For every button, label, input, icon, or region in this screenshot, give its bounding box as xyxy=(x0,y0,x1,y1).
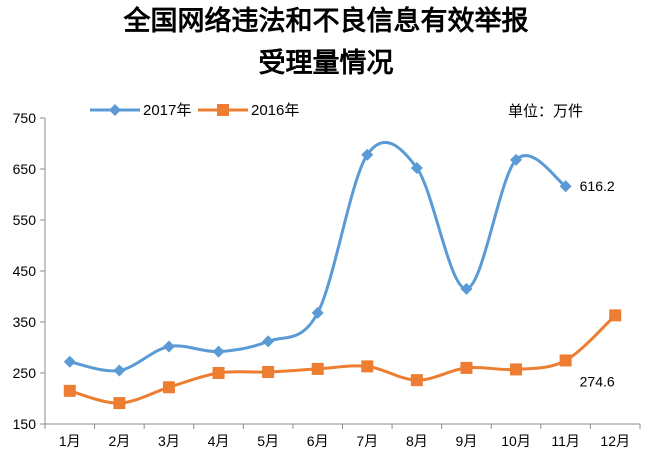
y-tick-label: 550 xyxy=(13,212,37,228)
series-line-2017年 xyxy=(69,140,567,373)
x-tick-label: 1月 xyxy=(59,433,81,449)
data-point xyxy=(311,306,324,319)
y-tick-label: 350 xyxy=(13,314,37,330)
y-tick-label: 750 xyxy=(13,110,37,126)
data-label: 274.6 xyxy=(580,373,615,389)
legend: 2017年 2016年 xyxy=(90,102,299,119)
x-tick-label: 11月 xyxy=(551,433,580,449)
data-label: 616.2 xyxy=(580,178,615,194)
data-point xyxy=(361,148,374,161)
data-point xyxy=(559,180,572,193)
data-point xyxy=(262,335,275,348)
chart-title-line-1: 全国网络违法和不良信息有效举报 xyxy=(123,5,529,37)
data-point xyxy=(559,354,572,367)
legend-marker-2016 xyxy=(217,104,229,116)
legend-marker-2017 xyxy=(109,104,121,116)
data-point xyxy=(410,374,423,387)
y-tick-label: 450 xyxy=(13,263,37,279)
data-point xyxy=(510,153,523,166)
data-point xyxy=(63,384,76,397)
data-point xyxy=(212,367,225,379)
data-point xyxy=(510,363,523,376)
x-tick-label: 12月 xyxy=(600,433,630,449)
data-point xyxy=(361,360,374,373)
unit-label: 单位：万件 xyxy=(508,102,583,120)
plot-area: 616.2 274.6 xyxy=(63,140,622,410)
legend-label-2017: 2017年 xyxy=(143,102,191,119)
legend-label-2016: 2016年 xyxy=(251,102,299,119)
x-tick-label: 9月 xyxy=(456,433,478,449)
data-point xyxy=(63,355,76,368)
chart-title-line-2: 受理量情况 xyxy=(259,47,394,79)
data-point xyxy=(311,362,324,375)
series-line-2016年 xyxy=(69,314,617,405)
data-point xyxy=(609,309,622,322)
x-tick-label: 7月 xyxy=(356,433,378,449)
data-point xyxy=(460,282,473,295)
data-point xyxy=(262,365,275,378)
y-tick-label: 650 xyxy=(13,161,37,177)
x-tick-label: 2月 xyxy=(108,433,130,449)
data-point xyxy=(113,364,126,377)
x-tick-label: 3月 xyxy=(158,433,180,449)
x-tick-label: 10月 xyxy=(501,433,531,449)
axes: 750 650 550 450 350 250 150 1月 2月 3月 4月 5月 6月 7月 8月 9月 1… xyxy=(13,110,641,449)
data-point xyxy=(212,345,225,358)
data-point xyxy=(113,397,126,410)
x-tick-label: 6月 xyxy=(307,433,329,449)
y-tick-label: 250 xyxy=(13,365,37,381)
x-tick-label: 8月 xyxy=(406,433,428,449)
data-point xyxy=(410,161,423,174)
x-tick-label: 4月 xyxy=(208,433,230,449)
data-point xyxy=(162,381,175,394)
y-tick-label: 150 xyxy=(13,416,37,432)
data-point xyxy=(162,340,175,353)
x-tick-label: 5月 xyxy=(257,433,279,449)
data-point xyxy=(460,361,473,374)
